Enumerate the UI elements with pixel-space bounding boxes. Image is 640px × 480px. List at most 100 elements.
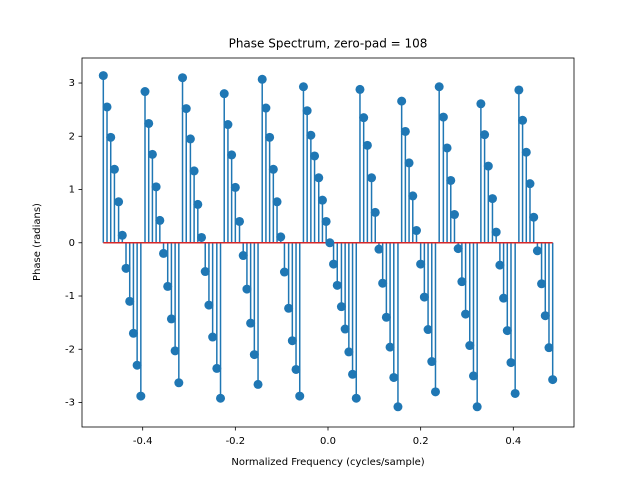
marker	[411, 226, 421, 236]
marker	[461, 309, 471, 319]
marker	[540, 311, 550, 321]
marker	[521, 147, 531, 157]
marker	[548, 375, 558, 385]
marker	[378, 278, 388, 288]
marker	[506, 358, 516, 368]
marker	[238, 251, 248, 261]
marker	[317, 195, 327, 205]
marker	[537, 279, 547, 289]
marker	[235, 216, 245, 226]
marker	[189, 166, 199, 176]
marker	[529, 212, 539, 222]
chart-title: Phase Spectrum, zero-pad = 108	[229, 37, 428, 51]
marker	[216, 393, 226, 403]
marker	[329, 259, 339, 269]
marker	[178, 73, 188, 83]
marker	[362, 140, 372, 150]
marker	[389, 372, 399, 382]
marker	[249, 350, 259, 360]
marker	[430, 387, 440, 397]
marker	[106, 132, 116, 142]
marker	[287, 336, 297, 346]
marker	[476, 99, 486, 109]
x-tick-label: 0.2	[413, 436, 429, 447]
marker	[480, 130, 490, 140]
marker	[166, 314, 176, 324]
marker	[132, 360, 142, 370]
marker	[242, 284, 252, 294]
marker	[370, 207, 380, 217]
marker	[400, 126, 410, 136]
marker	[525, 179, 535, 189]
marker	[374, 244, 384, 254]
marker	[204, 300, 214, 310]
marker	[336, 302, 346, 312]
marker	[121, 263, 131, 273]
x-tick-label: -0.2	[226, 436, 246, 447]
marker	[136, 391, 146, 401]
marker	[385, 342, 395, 352]
marker	[514, 85, 524, 95]
marker	[159, 248, 169, 258]
marker	[200, 267, 210, 277]
marker	[427, 357, 437, 367]
marker	[102, 102, 112, 112]
y-tick-label: 3	[69, 78, 75, 89]
marker	[344, 347, 354, 357]
marker	[212, 363, 222, 373]
marker	[367, 173, 377, 183]
marker	[487, 194, 497, 204]
marker	[128, 328, 138, 338]
marker	[310, 151, 320, 161]
marker	[416, 259, 426, 269]
marker	[140, 87, 150, 97]
marker	[227, 150, 237, 160]
marker	[117, 230, 127, 240]
marker	[193, 199, 203, 209]
marker	[457, 277, 467, 287]
marker	[465, 341, 475, 351]
marker	[291, 364, 301, 374]
y-tick-label: -3	[65, 398, 75, 409]
y-tick-label: 1	[69, 185, 75, 196]
y-tick-label: 2	[69, 131, 75, 142]
marker	[114, 197, 124, 207]
marker	[393, 402, 403, 412]
marker	[253, 379, 263, 389]
marker	[408, 191, 418, 201]
marker	[532, 246, 542, 256]
y-tick-label: 0	[69, 238, 75, 249]
marker	[449, 210, 459, 220]
marker	[265, 132, 275, 142]
marker	[423, 325, 433, 335]
marker	[306, 130, 316, 140]
marker	[404, 158, 414, 168]
x-axis-label: Normalized Frequency (cycles/sample)	[231, 457, 424, 468]
marker	[276, 232, 286, 242]
marker	[453, 244, 463, 254]
marker	[483, 161, 493, 171]
marker	[98, 71, 108, 81]
marker	[155, 215, 165, 225]
marker	[340, 324, 350, 334]
marker	[359, 113, 369, 123]
y-tick-label: -2	[65, 344, 75, 355]
marker	[495, 260, 505, 270]
marker	[446, 175, 456, 185]
y-tick-label: -1	[65, 291, 75, 302]
marker	[544, 343, 554, 353]
marker	[302, 106, 312, 116]
marker	[298, 82, 308, 92]
marker	[438, 112, 448, 122]
marker	[351, 393, 361, 403]
marker	[246, 318, 256, 328]
marker	[147, 149, 157, 159]
marker	[332, 280, 342, 290]
marker	[151, 182, 161, 192]
marker	[223, 120, 233, 130]
marker	[397, 96, 407, 106]
marker	[272, 197, 282, 207]
marker	[109, 164, 119, 174]
marker	[230, 182, 240, 192]
